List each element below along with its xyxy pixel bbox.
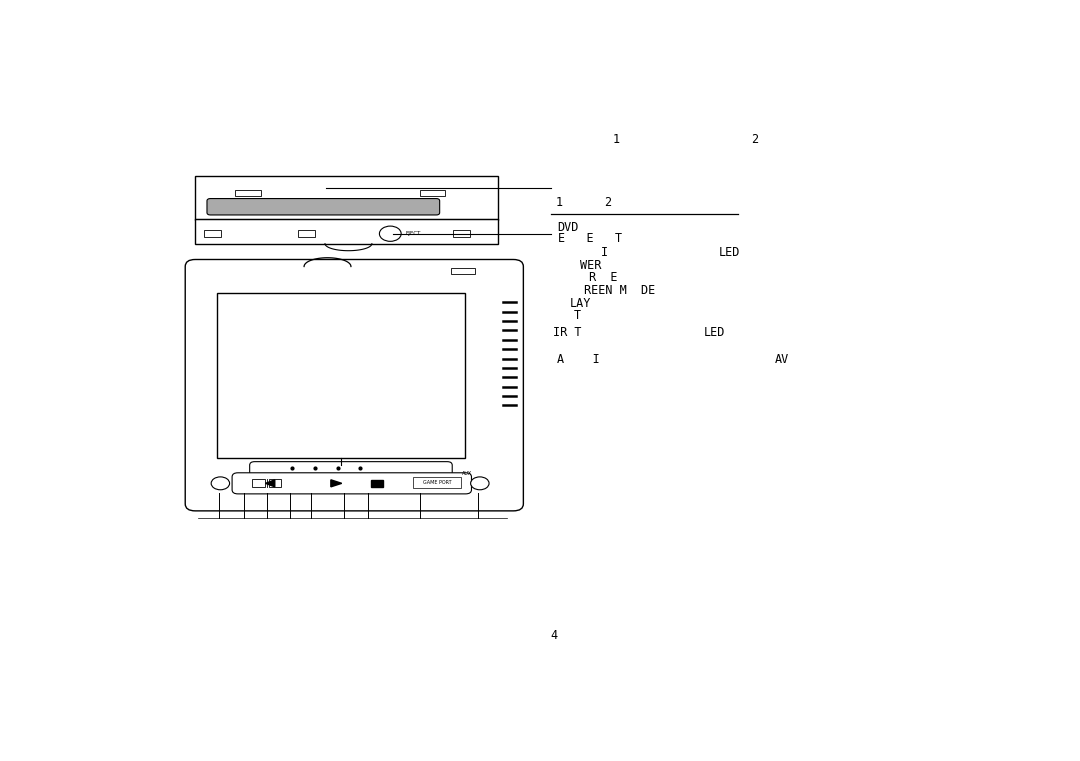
Text: LED: LED	[719, 246, 741, 259]
Text: 1: 1	[612, 133, 620, 146]
Text: REEN M  DE: REEN M DE	[583, 284, 654, 297]
Bar	[195, 218, 498, 244]
Text: AUX: AUX	[462, 471, 472, 476]
Bar	[253, 479, 265, 488]
Text: GAME PORT: GAME PORT	[423, 480, 451, 486]
Text: 1: 1	[556, 196, 563, 209]
FancyBboxPatch shape	[207, 199, 440, 215]
Polygon shape	[330, 480, 341, 487]
Polygon shape	[266, 480, 274, 487]
Text: 4: 4	[550, 629, 557, 642]
Text: I: I	[602, 246, 608, 259]
Text: A    I: A I	[557, 352, 599, 365]
Bar	[372, 480, 382, 487]
Text: R  E: R E	[589, 271, 617, 284]
Circle shape	[471, 477, 489, 490]
Bar	[454, 230, 470, 237]
Bar	[420, 190, 445, 196]
FancyBboxPatch shape	[186, 260, 524, 511]
Text: IR T: IR T	[553, 326, 581, 339]
Bar	[451, 269, 475, 274]
Bar	[298, 230, 315, 237]
Bar	[204, 230, 221, 237]
FancyBboxPatch shape	[249, 462, 453, 484]
Text: T: T	[573, 309, 581, 322]
Bar	[413, 477, 461, 488]
Bar	[269, 479, 282, 488]
Text: 2: 2	[604, 196, 611, 209]
Text: LAY: LAY	[570, 297, 592, 310]
Text: E   E   T: E E T	[557, 232, 622, 246]
Text: DVD: DVD	[557, 221, 579, 234]
FancyBboxPatch shape	[232, 473, 472, 494]
Text: LED: LED	[704, 326, 726, 339]
Text: AV: AV	[774, 352, 788, 365]
Bar	[217, 294, 464, 457]
Bar	[235, 190, 260, 196]
Text: EJECT: EJECT	[405, 231, 421, 236]
Bar	[195, 177, 498, 220]
Text: 2: 2	[751, 133, 758, 146]
Circle shape	[212, 477, 230, 490]
Circle shape	[379, 226, 401, 241]
Text: WER: WER	[580, 259, 602, 272]
